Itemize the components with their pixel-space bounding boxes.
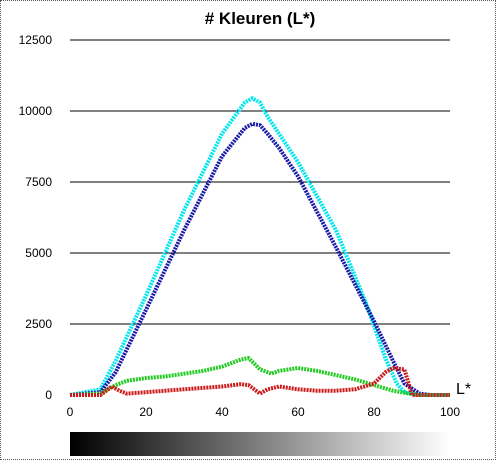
series-line-1 [69, 96, 450, 397]
x-tick-label: 20 [139, 405, 153, 419]
x-axis-label: L* [456, 381, 471, 398]
x-tick-label: 100 [440, 405, 460, 419]
x-tick-label: 60 [291, 405, 305, 419]
x-tick-label: 40 [215, 405, 229, 419]
x-tick-label: 0 [67, 405, 74, 419]
y-tick-label: 10000 [19, 104, 53, 118]
series-lines [69, 96, 450, 397]
y-tick-label: 5000 [25, 246, 52, 260]
lightness-gradient-bar [70, 432, 450, 456]
series-line-3 [69, 356, 450, 397]
grid-lines [70, 39, 450, 325]
x-axis-ticks: 0 20 40 60 80 100 [67, 405, 461, 419]
x-tick-label: 80 [367, 405, 381, 419]
series-line-4 [70, 366, 450, 397]
y-tick-label: 0 [45, 388, 52, 402]
series-line-2 [69, 121, 450, 397]
y-tick-label: 2500 [25, 317, 52, 331]
y-tick-label: 7500 [25, 175, 52, 189]
chart-title: # Kleuren (L*) [205, 9, 316, 28]
y-tick-label: 12500 [19, 33, 53, 47]
y-axis-ticks: 0 2500 5000 7500 10000 12500 [19, 33, 53, 402]
